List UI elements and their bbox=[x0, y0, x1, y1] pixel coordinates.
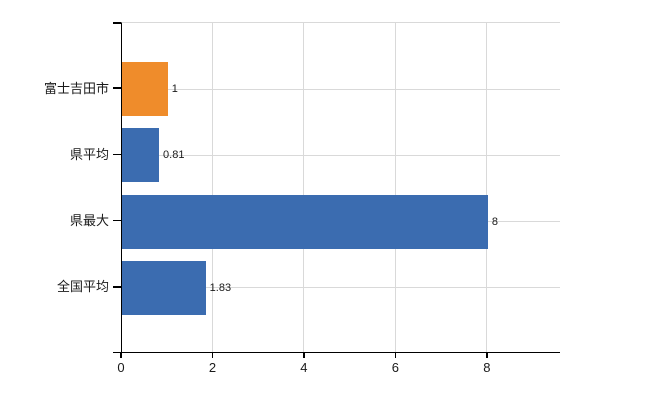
y-axis-tick bbox=[113, 286, 121, 288]
x-axis-tick-label: 2 bbox=[208, 360, 217, 375]
horizontal-gridline bbox=[122, 88, 560, 90]
category-label: 県最大 bbox=[69, 213, 109, 229]
bar-value-label: 1 bbox=[171, 83, 178, 96]
horizontal-gridline bbox=[122, 154, 560, 156]
plot-area: 1 0.81 8 1.83 bbox=[121, 22, 560, 353]
bar-value-label: 1.83 bbox=[209, 281, 232, 294]
x-axis-tick bbox=[120, 353, 122, 358]
bar-value-label: 8 bbox=[491, 215, 498, 228]
x-axis-tick bbox=[486, 353, 488, 358]
x-axis-tick-label: 0 bbox=[117, 360, 125, 375]
x-axis-tick-label: 4 bbox=[300, 360, 308, 375]
category-label: 県平均 bbox=[69, 146, 109, 162]
y-axis-tick bbox=[113, 87, 121, 89]
x-axis-tick-label: 8 bbox=[483, 360, 491, 375]
bar-0 bbox=[122, 62, 168, 117]
y-axis-boundary-tick bbox=[113, 351, 121, 353]
vertical-gridline bbox=[211, 23, 213, 352]
category-label: 全国平均 bbox=[56, 279, 109, 295]
y-axis-boundary-tick bbox=[113, 22, 121, 24]
vertical-gridline bbox=[394, 23, 396, 352]
vertical-gridline bbox=[303, 23, 305, 352]
vertical-gridline bbox=[486, 23, 488, 352]
x-axis-tick bbox=[394, 353, 397, 358]
x-axis-tick bbox=[211, 353, 214, 358]
x-axis-tick bbox=[303, 353, 305, 358]
category-label: 富士吉田市 bbox=[43, 80, 109, 96]
bar-3 bbox=[122, 260, 206, 315]
bar-value-label: 0.81 bbox=[163, 149, 185, 162]
bar-2 bbox=[122, 194, 488, 249]
y-axis-tick bbox=[113, 153, 121, 156]
y-axis-tick bbox=[113, 219, 121, 222]
bar-1 bbox=[122, 128, 160, 183]
x-axis-tick-label: 6 bbox=[391, 360, 399, 375]
horizontal-gridline bbox=[122, 287, 560, 289]
